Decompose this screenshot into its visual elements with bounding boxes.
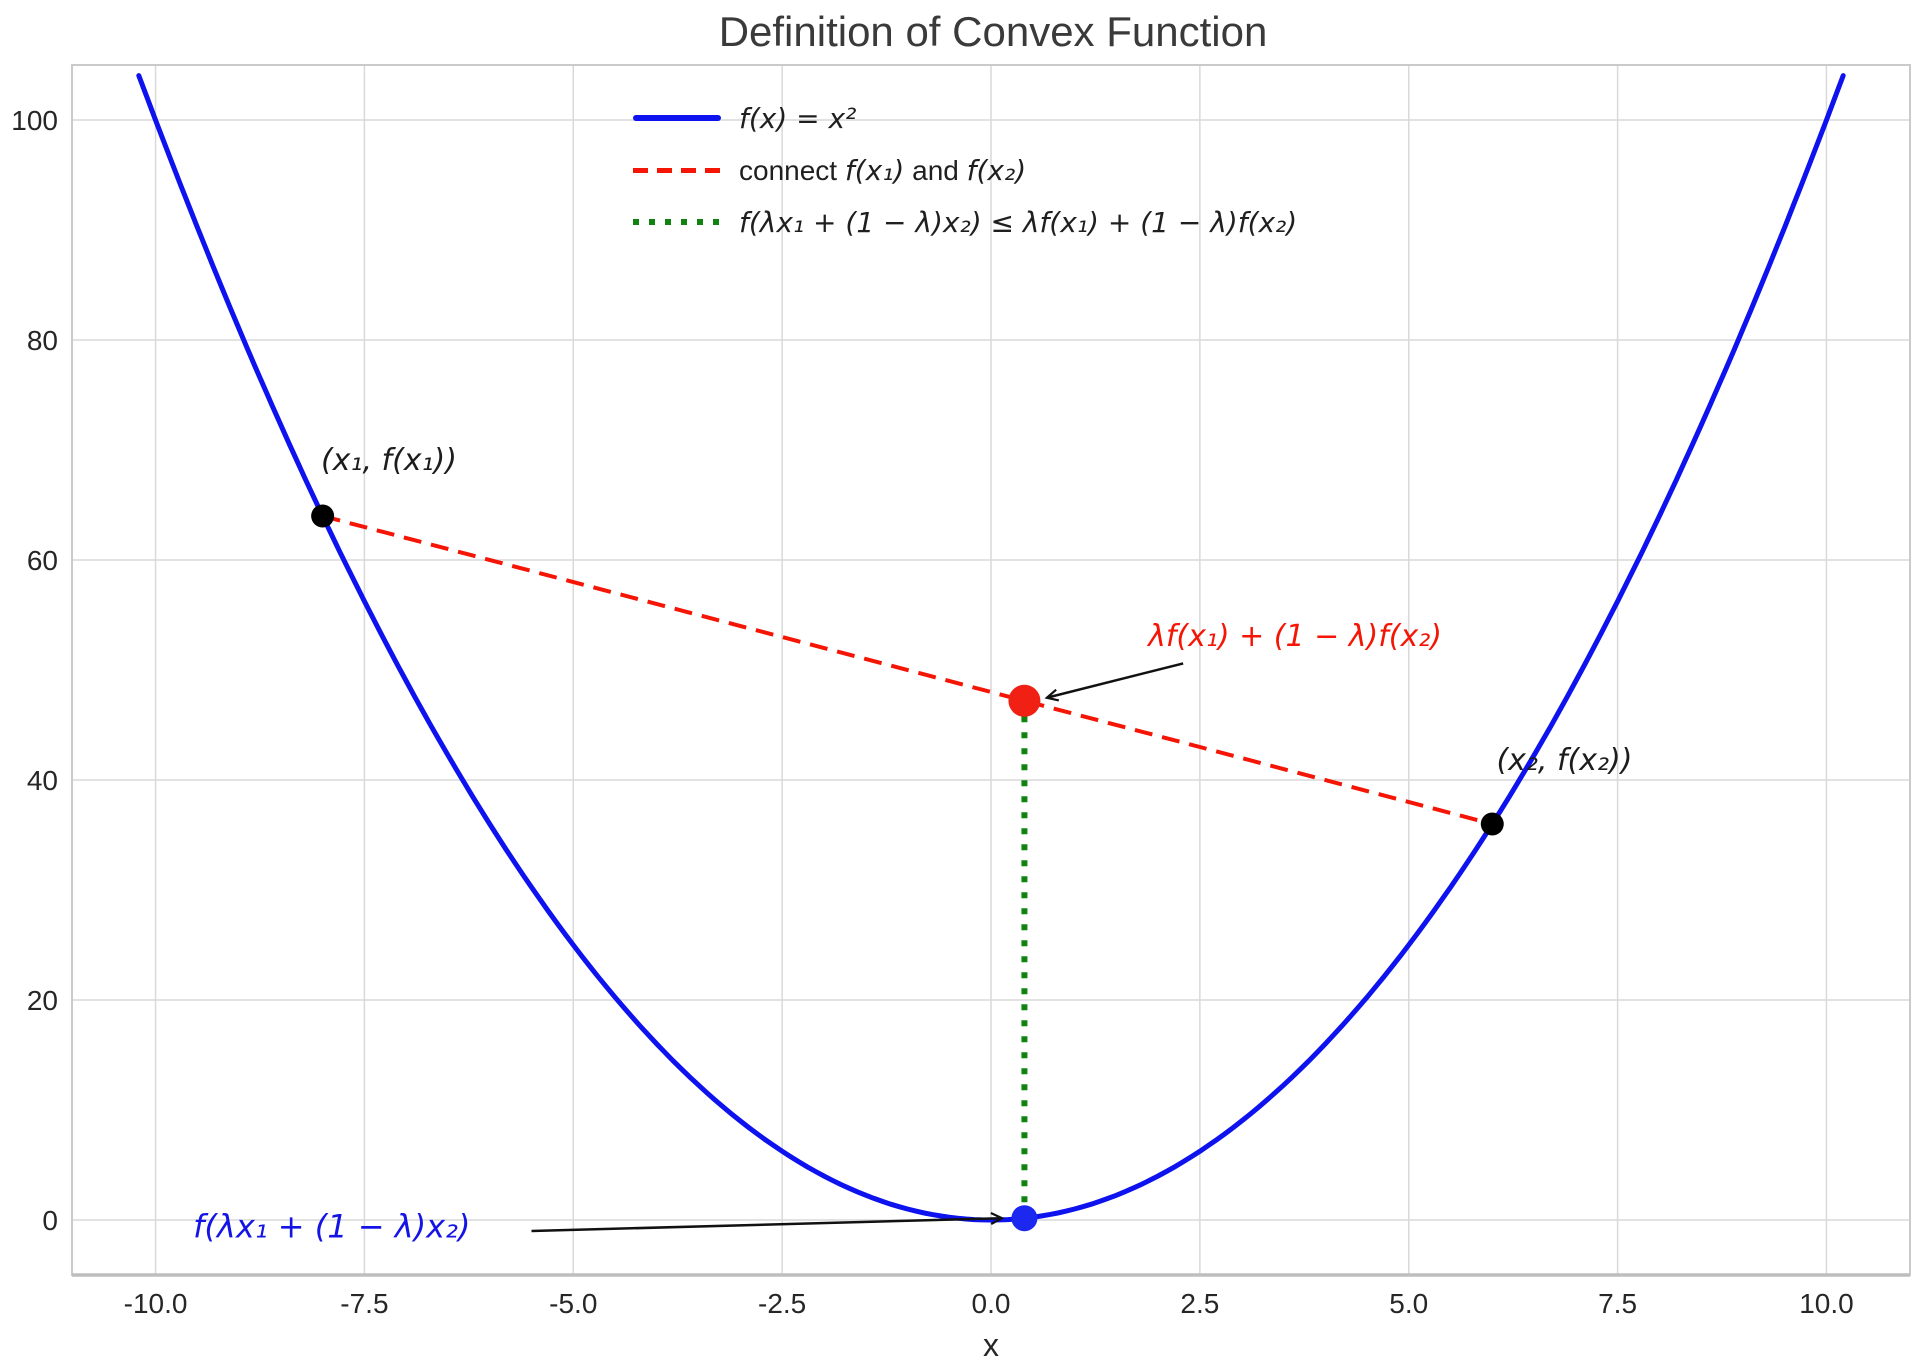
y-tick-label: 60 xyxy=(27,545,58,576)
point-chord-combo xyxy=(1008,684,1041,717)
y-tick-label: 0 xyxy=(42,1205,58,1236)
x-tick-label: -2.5 xyxy=(758,1288,806,1319)
annotation-point-x2: (x₂, f(x₂)) xyxy=(1496,743,1632,778)
legend-item-chord: connect f(x₁) and f(x₂) xyxy=(633,144,1297,196)
annotation-arrow xyxy=(1044,662,1184,702)
legend-label-inequality-text: f(λx₁ + (1 − λ)x₂) ≤ λf(x₁) + (1 − λ)f(x… xyxy=(739,205,1298,239)
x-axis-label: x xyxy=(983,1327,999,1363)
y-tick-label: 100 xyxy=(11,105,58,136)
legend-label-curve-text: f(x) = x² xyxy=(739,101,857,135)
tick-labels: -10.0 -7.5 -5.0 -2.5 0.0 2.5 5.0 7.5 10.0 0 20 40 60… xyxy=(11,105,1853,1319)
annotation-chord-combination: λf(x₁) + (1 − λ)f(x₂) xyxy=(1146,619,1442,654)
data-points xyxy=(311,504,1504,1232)
legend-item-inequality: f(λx₁ + (1 − λ)x₂) ≤ λf(x₁) + (1 − λ)f(x… xyxy=(633,196,1297,248)
annotation-function-combination: f(λx₁ + (1 − λ)x₂) xyxy=(193,1208,470,1246)
y-tick-label: 40 xyxy=(27,765,58,796)
y-axis-label: f(x) xyxy=(0,642,2,697)
legend-chord-text-2: f(x₁) xyxy=(844,153,905,187)
legend-swatch-dashed-line xyxy=(633,167,721,173)
legend-label-chord: connect f(x₁) and f(x₂) xyxy=(739,154,1026,187)
y-tick-label: 20 xyxy=(27,985,58,1016)
chord-line xyxy=(322,514,1493,826)
annotation-arrow xyxy=(531,1212,1005,1233)
legend-chord-text-4: f(x₂) xyxy=(966,153,1027,187)
annotation-point-x1: (x₁, f(x₁)) xyxy=(321,443,457,478)
legend-item-curve: f(x) = x² xyxy=(633,92,1297,144)
legend-swatch-dotted-line xyxy=(633,219,721,225)
x-tick-label: 2.5 xyxy=(1180,1288,1219,1319)
x-tick-label: 10.0 xyxy=(1799,1288,1854,1319)
legend-label-curve: f(x) = x² xyxy=(739,102,856,135)
point-x1 xyxy=(311,504,335,528)
legend-label-inequality: f(λx₁ + (1 − λ)x₂) ≤ λf(x₁) + (1 − λ)f(x… xyxy=(739,206,1297,239)
x-tick-label: 5.0 xyxy=(1389,1288,1428,1319)
legend-chord-text-1: connect xyxy=(739,154,845,186)
x-tick-label: 0.0 xyxy=(972,1288,1011,1319)
chart-title: Definition of Convex Function xyxy=(719,8,1268,55)
legend-swatch-solid-line xyxy=(633,115,721,121)
legend: f(x) = x² connect f(x₁) and f(x₂) f(λx₁ … xyxy=(633,92,1297,248)
y-tick-label: 80 xyxy=(27,325,58,356)
x-tick-label: -7.5 xyxy=(340,1288,388,1319)
legend-chord-text-3: and xyxy=(904,154,967,186)
x-tick-label: -5.0 xyxy=(549,1288,597,1319)
annotation-arrows xyxy=(531,662,1184,1233)
x-tick-label: -10.0 xyxy=(124,1288,188,1319)
point-x2 xyxy=(1480,812,1504,836)
x-tick-label: 7.5 xyxy=(1598,1288,1637,1319)
point-f-combo xyxy=(1011,1205,1038,1232)
